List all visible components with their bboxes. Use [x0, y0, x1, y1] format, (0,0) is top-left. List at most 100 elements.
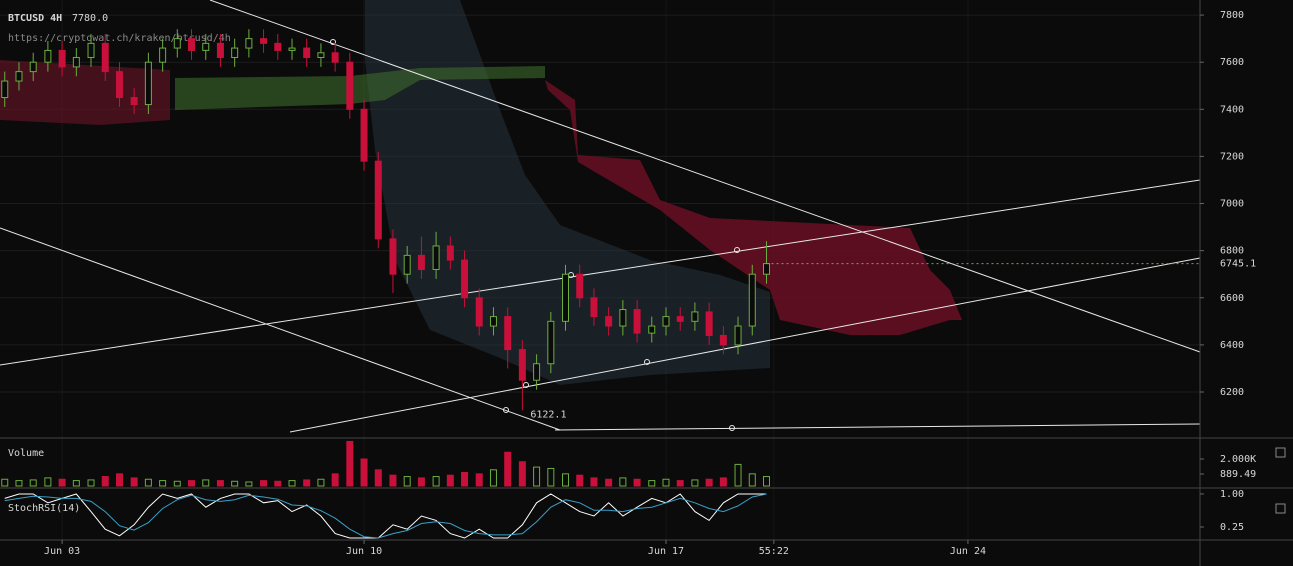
- y-tick-label: 7000: [1220, 199, 1244, 210]
- chart-title: BTCUSD 4H: [8, 13, 62, 24]
- candle-body: [576, 273, 584, 299]
- anchor: [330, 39, 336, 45]
- candle-body: [518, 349, 526, 381]
- volume-bar: [58, 478, 66, 487]
- candle-body: [547, 320, 555, 365]
- volume-bar: [274, 480, 282, 487]
- candle-body: [29, 61, 37, 73]
- panel-title: StochRSI(14): [8, 503, 80, 514]
- candle-body: [245, 38, 253, 49]
- volume-bar: [734, 463, 742, 487]
- volume-bar: [561, 473, 569, 487]
- y-tick-label: 2.000K: [1220, 454, 1256, 465]
- candle-body: [705, 311, 713, 336]
- volume-bar: [202, 479, 210, 487]
- candle-body: [331, 52, 339, 63]
- candle-body: [662, 316, 670, 327]
- panel-title: Volume: [8, 448, 44, 459]
- grid: [0, 0, 1200, 540]
- candle-body: [346, 61, 354, 110]
- candle-body: [144, 61, 152, 106]
- volume-bar: [173, 480, 181, 487]
- volume-bar: [633, 478, 641, 487]
- volume-bar: [44, 477, 52, 487]
- volume-bar: [260, 480, 268, 487]
- volume-bar: [216, 480, 224, 487]
- volume-bar: [1, 478, 9, 487]
- candle-body: [748, 273, 756, 327]
- close-panel-button[interactable]: [1275, 503, 1286, 514]
- candle-body: [58, 49, 66, 68]
- volume-bar: [188, 480, 196, 487]
- y-tick-label: 7400: [1220, 104, 1244, 115]
- candle-body: [317, 52, 325, 58]
- y-tick-label: 889.49: [1220, 469, 1256, 480]
- anchor: [734, 247, 740, 253]
- volume-bar: [432, 476, 440, 487]
- volume-bar: [576, 474, 584, 487]
- candle-body: [619, 309, 627, 327]
- candle-body: [173, 38, 181, 49]
- trendline: [0, 179, 1201, 366]
- volume-bar: [648, 480, 656, 487]
- volume-bar: [417, 477, 425, 487]
- x-tick-label: Jun 24: [950, 546, 986, 557]
- volume-bar: [605, 478, 613, 487]
- candle-body: [475, 297, 483, 327]
- volume-bar: [705, 478, 713, 487]
- volume-bar: [762, 476, 770, 487]
- volume-bar: [748, 473, 756, 487]
- candle-body: [504, 316, 512, 351]
- candle-body: [360, 108, 368, 162]
- x-tick-label: 55:22: [759, 546, 789, 557]
- trendline: [0, 227, 561, 431]
- candle-body: [15, 71, 23, 82]
- candle-body: [188, 38, 196, 51]
- volume-bar: [504, 451, 512, 487]
- candle-body: [691, 311, 699, 322]
- volume-bar: [691, 479, 699, 487]
- candle-body: [561, 273, 569, 322]
- candle-body: [72, 56, 80, 68]
- candle-body: [274, 42, 282, 51]
- volume-bar: [346, 440, 354, 487]
- anchor: [523, 382, 529, 388]
- chart-subtitle: 7780.0: [72, 13, 108, 24]
- y-tick-label: 6800: [1220, 246, 1244, 257]
- volume-bar: [115, 473, 123, 487]
- candle-body: [403, 254, 411, 275]
- candle-body: [115, 71, 123, 99]
- candle-body: [101, 42, 109, 73]
- volume-bar: [475, 473, 483, 487]
- y-tick-label: 0.25: [1220, 522, 1244, 533]
- volume-bar: [619, 477, 627, 487]
- volume-bar: [719, 477, 727, 487]
- candle-body: [633, 309, 641, 334]
- source-url: https://cryptowat.ch/kraken/btcusd/4h: [8, 33, 231, 44]
- volume-bar: [461, 471, 469, 487]
- candle-body: [374, 160, 382, 240]
- candle-body: [590, 297, 598, 318]
- candle-body: [533, 363, 541, 381]
- candle-body: [676, 316, 684, 322]
- x-tick-label: Jun 17: [648, 546, 684, 557]
- candle-body: [202, 42, 210, 51]
- y-tick-label: 7600: [1220, 57, 1244, 68]
- volume-bar: [231, 480, 239, 487]
- x-tick-label: Jun 03: [44, 546, 80, 557]
- volume-bar: [403, 476, 411, 487]
- candle-body: [130, 97, 138, 106]
- trendline: [209, 0, 1201, 353]
- x-tick-label: Jun 10: [346, 546, 382, 557]
- close-panel-button[interactable]: [1275, 447, 1286, 458]
- volume-bar: [446, 474, 454, 487]
- candle-body: [260, 38, 268, 44]
- volume-bar: [245, 481, 253, 487]
- candle-body: [44, 49, 52, 63]
- volume-bar: [360, 458, 368, 487]
- volume-bar: [144, 478, 152, 487]
- y-tick-label: 7200: [1220, 151, 1244, 162]
- volume-bar: [87, 479, 95, 487]
- volume-bar: [317, 478, 325, 487]
- candle-body: [489, 316, 497, 327]
